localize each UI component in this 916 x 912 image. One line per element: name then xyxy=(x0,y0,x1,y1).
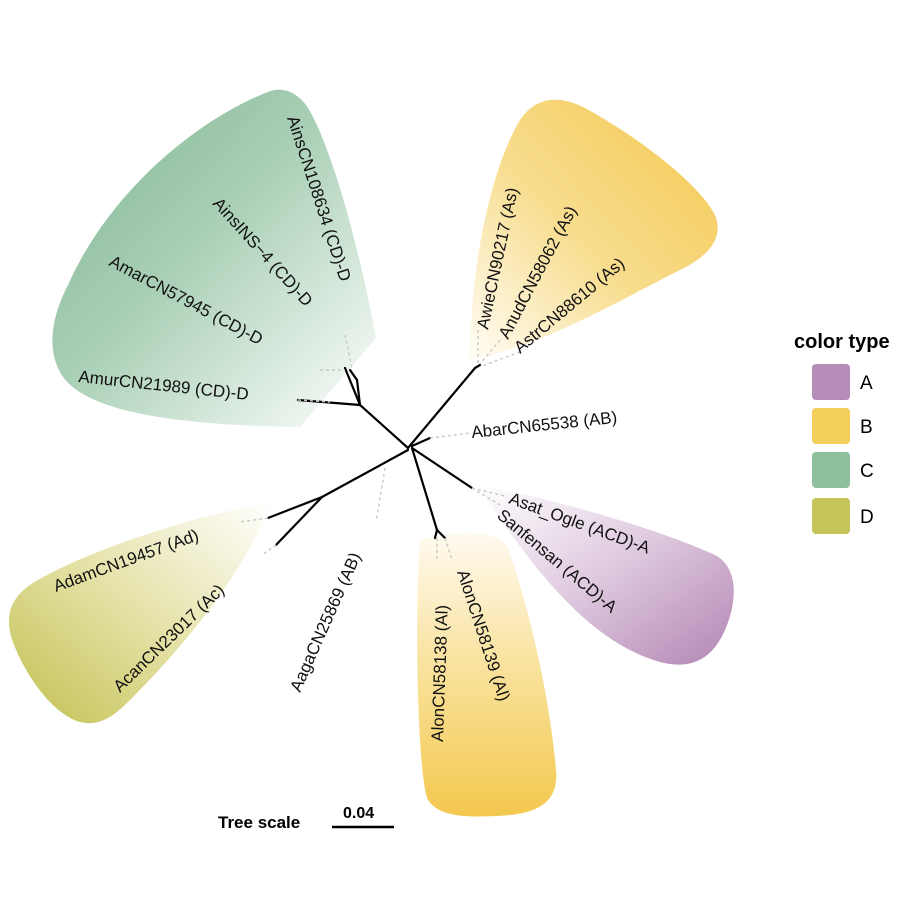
legend-label-b: B xyxy=(860,417,873,438)
legend-swatch-c xyxy=(812,452,850,488)
clade-c-highlight xyxy=(52,89,376,428)
legend-label-d: D xyxy=(860,507,874,528)
tree-scale-title: Tree scale xyxy=(218,813,300,832)
legend-label-a: A xyxy=(860,373,873,394)
clade-b-bottom-highlight xyxy=(417,533,557,817)
tree-scale-value: 0.04 xyxy=(343,805,374,822)
legend-label-c: C xyxy=(860,461,874,482)
legend-swatch-b xyxy=(812,408,850,444)
clade-d-highlight xyxy=(8,502,272,724)
clade-b-top-highlight xyxy=(470,99,718,360)
legend-swatch-a xyxy=(812,364,850,400)
tip-label-aaga-cn25869: AagaCN25869 (AB) xyxy=(286,550,364,695)
tip-label-alon-cn58138: AlonCN58138 (Al) xyxy=(428,605,452,743)
leader-lines xyxy=(239,330,521,561)
clade-a-highlight xyxy=(478,485,734,665)
tip-label-abar-cn65538: AbarCN65538 (AB) xyxy=(470,408,618,442)
tree-branches xyxy=(266,363,482,547)
legend-title: color type xyxy=(794,331,890,353)
legend: color type A B C D xyxy=(794,331,890,534)
tree-scale-bar: Tree scale 0.04 xyxy=(218,805,394,832)
legend-swatch-d xyxy=(812,498,850,534)
